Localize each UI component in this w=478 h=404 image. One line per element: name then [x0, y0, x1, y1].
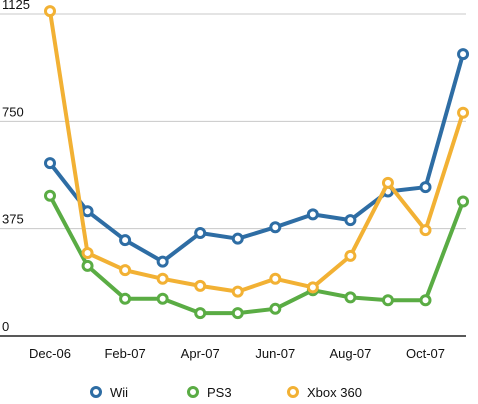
- series-wii: [44, 48, 470, 268]
- x-tick-label: Aug-07: [329, 346, 371, 361]
- data-point: [457, 48, 470, 61]
- data-point: [194, 307, 207, 320]
- data-point: [381, 294, 394, 307]
- series-ps3: [44, 189, 470, 320]
- x-tick-label: Apr-07: [181, 346, 220, 361]
- data-point: [156, 255, 169, 268]
- data-point: [156, 292, 169, 305]
- data-point: [269, 272, 282, 285]
- legend-marker: [187, 386, 199, 398]
- x-tick-label: Oct-07: [406, 346, 445, 361]
- data-point: [457, 195, 470, 208]
- data-point: [119, 292, 132, 305]
- data-point: [269, 221, 282, 234]
- legend-marker: [90, 386, 102, 398]
- data-point: [419, 224, 432, 237]
- data-point: [81, 205, 94, 218]
- legend-label: PS3: [207, 385, 232, 400]
- data-point: [344, 249, 357, 262]
- x-tick-label: Jun-07: [255, 346, 295, 361]
- data-point: [119, 234, 132, 247]
- data-point: [306, 281, 319, 294]
- data-point: [194, 226, 207, 239]
- legend-item: Xbox 360: [287, 385, 362, 400]
- legend-marker: [287, 386, 299, 398]
- series-line: [48, 9, 465, 294]
- gridlines: [0, 13, 466, 230]
- y-tick-label: 375: [2, 212, 24, 227]
- data-point: [381, 176, 394, 189]
- data-point: [81, 259, 94, 272]
- y-tick-label: 1125: [2, 0, 30, 12]
- data-point: [44, 189, 56, 202]
- data-point: [156, 272, 169, 285]
- data-point: [457, 106, 470, 119]
- legend-item: PS3: [187, 385, 232, 400]
- series-line: [48, 193, 465, 316]
- data-point: [231, 232, 244, 245]
- legend-label: Wii: [110, 385, 128, 400]
- series-xbox-360: [44, 5, 470, 298]
- data-point: [231, 307, 244, 320]
- data-point: [344, 291, 357, 304]
- data-point: [306, 208, 319, 221]
- data-point: [419, 294, 432, 307]
- data-point: [231, 285, 244, 298]
- series-lines: [44, 5, 470, 320]
- data-point: [269, 302, 282, 315]
- data-point: [44, 5, 56, 18]
- data-point: [44, 157, 56, 170]
- data-point: [119, 264, 132, 277]
- x-tick-label: Dec-06: [29, 346, 71, 361]
- legend-label: Xbox 360: [307, 385, 362, 400]
- data-point: [419, 181, 432, 194]
- y-tick-label: 750: [2, 104, 24, 119]
- axes: 0 375 750 1125 Dec-06 Feb-07 Apr-07 Jun-07 Aug-0…: [0, 0, 466, 361]
- data-point: [81, 246, 94, 259]
- legend: Wii PS3 Xbox 360: [90, 385, 362, 400]
- x-tick-label: Feb-07: [104, 346, 145, 361]
- series-line: [48, 52, 465, 264]
- y-tick-label: 0: [2, 319, 9, 334]
- legend-item: Wii: [90, 385, 128, 400]
- data-point: [344, 214, 357, 227]
- data-point: [194, 279, 207, 292]
